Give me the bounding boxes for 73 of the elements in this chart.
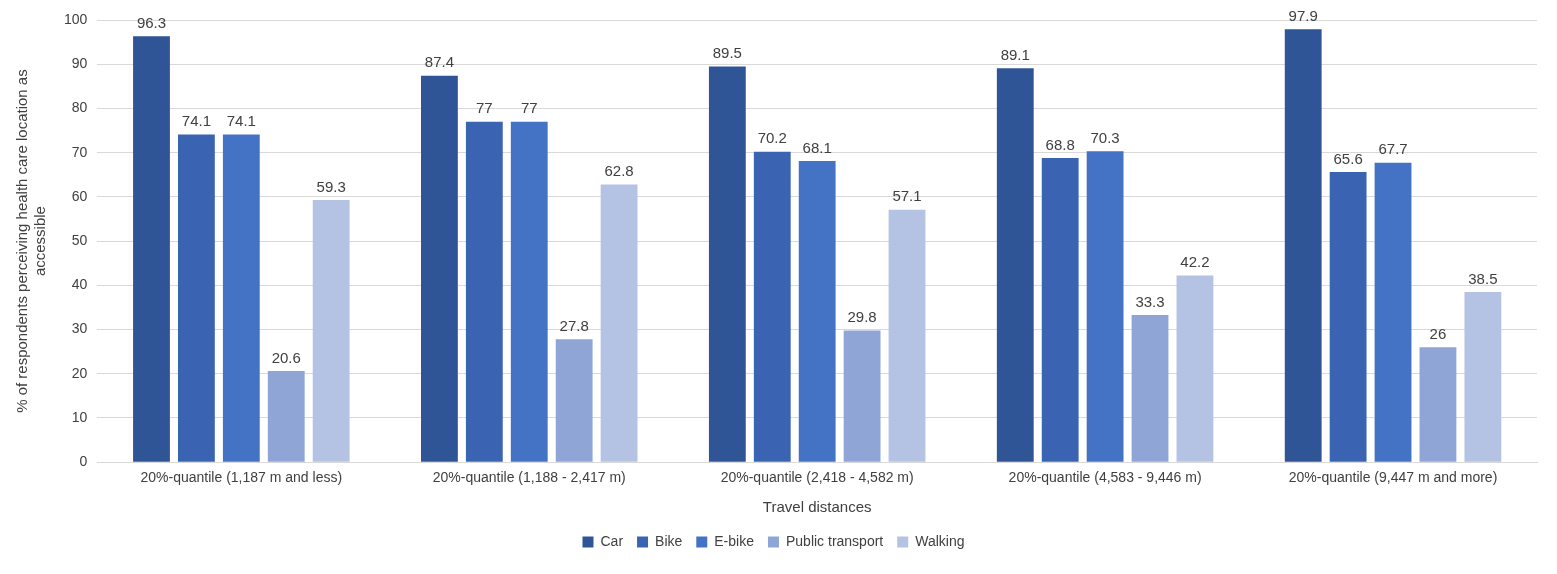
bar xyxy=(1041,157,1079,462)
y-tick-label: 70 xyxy=(71,143,88,160)
bar xyxy=(1284,29,1322,462)
data-label: 29.8 xyxy=(847,308,877,326)
bar xyxy=(133,36,170,462)
bar xyxy=(510,121,548,462)
legend-label: E-bike xyxy=(714,532,755,549)
bar xyxy=(708,66,746,462)
bar xyxy=(312,199,350,462)
bar xyxy=(753,151,791,462)
y-tick-label: 80 xyxy=(71,99,88,116)
data-label: 77 xyxy=(520,99,538,117)
data-label: 70.2 xyxy=(757,129,787,147)
legend-label: Car xyxy=(600,532,624,549)
y-tick-label: 60 xyxy=(71,187,88,204)
data-label: 70.3 xyxy=(1090,128,1120,146)
x-tick-label: 20%-quantile (4,583 - 9,446 m) xyxy=(1008,469,1202,486)
data-label: 87.4 xyxy=(424,53,455,71)
y-tick-label: 100 xyxy=(64,10,88,27)
x-axis-title: Travel distances xyxy=(762,498,872,516)
x-tick-label: 20%-quantile (2,418 - 4,582 m) xyxy=(720,469,914,486)
bar xyxy=(177,134,215,462)
bar xyxy=(1419,347,1457,462)
data-label: 77 xyxy=(475,99,493,117)
y-tick-label: 30 xyxy=(71,320,88,337)
x-tick-label: 20%-quantile (1,188 - 2,417 m) xyxy=(432,469,626,486)
data-label: 27.8 xyxy=(559,316,589,334)
bar xyxy=(843,330,881,462)
bar xyxy=(888,209,926,462)
y-tick-label: 0 xyxy=(79,453,88,470)
y-tick-label: 10 xyxy=(71,408,88,425)
data-label: 96.3 xyxy=(136,14,167,31)
bar xyxy=(1176,275,1214,462)
bar xyxy=(1329,172,1367,462)
data-label: 89.5 xyxy=(712,44,742,62)
bar xyxy=(465,121,503,462)
data-label: 62.8 xyxy=(604,162,634,180)
data-label: 74.1 xyxy=(181,112,212,130)
bar xyxy=(222,134,260,462)
data-label: 68.1 xyxy=(802,138,832,156)
data-label: 89.1 xyxy=(1000,45,1030,63)
data-label: 97.9 xyxy=(1288,6,1318,24)
bar xyxy=(421,75,458,462)
data-label: 38.5 xyxy=(1468,269,1498,287)
data-label: 57.1 xyxy=(892,187,922,205)
data-label: 42.2 xyxy=(1180,253,1210,271)
data-label: 65.6 xyxy=(1333,149,1363,167)
x-tick-label: 20%-quantile (9,447 m and more) xyxy=(1288,469,1498,486)
bar xyxy=(1464,291,1502,462)
bar xyxy=(996,68,1034,462)
bar xyxy=(555,339,593,462)
bar xyxy=(1374,162,1412,462)
y-axis-title: % of respondents perceiving health care location as accessible xyxy=(13,69,49,413)
y-tick-label: 40 xyxy=(71,276,88,293)
legend-label: Bike xyxy=(655,532,683,549)
data-label: 67.7 xyxy=(1378,140,1408,158)
data-label: 68.8 xyxy=(1045,135,1075,153)
bar xyxy=(1131,314,1169,462)
data-label: 26 xyxy=(1429,324,1447,342)
y-tick-label: 50 xyxy=(71,231,88,248)
bar xyxy=(600,184,638,462)
bar xyxy=(1086,151,1124,462)
legend-label: Walking xyxy=(915,532,965,549)
x-tick-label: 20%-quantile (1,187 m and less) xyxy=(140,469,343,486)
bar xyxy=(267,371,305,462)
data-label: 59.3 xyxy=(316,177,346,195)
data-label: 33.3 xyxy=(1135,292,1165,310)
y-tick-label: 20 xyxy=(71,364,88,381)
data-label: 20.6 xyxy=(271,348,301,366)
data-label: 74.1 xyxy=(226,112,256,130)
y-tick-label: 90 xyxy=(71,55,88,72)
legend-label: Public transport xyxy=(785,532,884,549)
bar xyxy=(798,161,836,462)
